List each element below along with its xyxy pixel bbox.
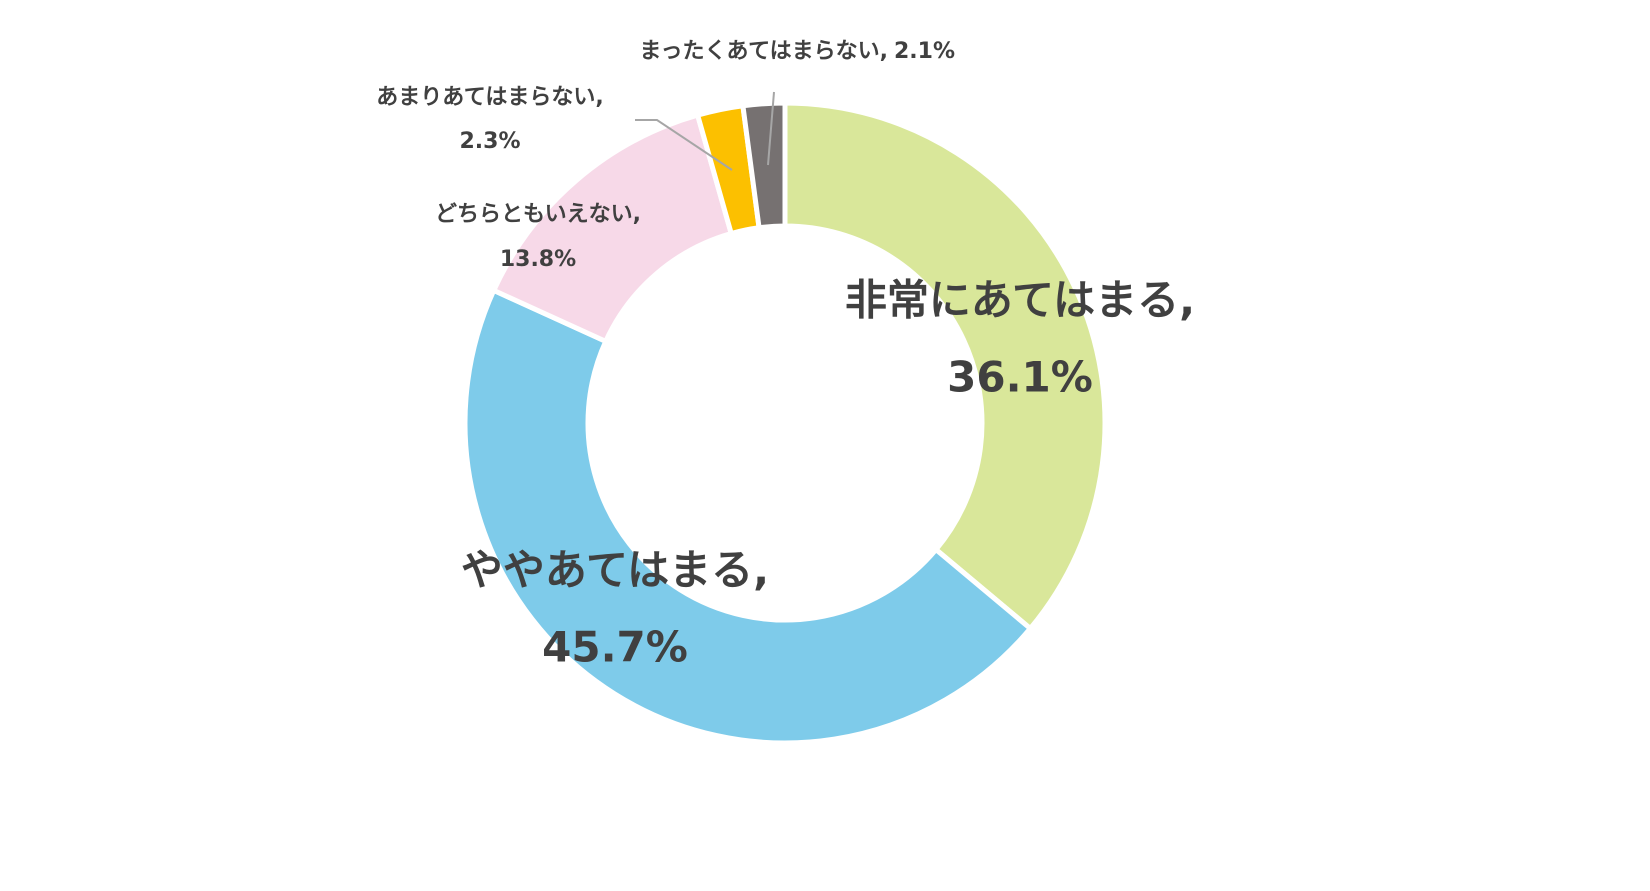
value-label: 13.8% xyxy=(500,247,576,272)
donut-segment xyxy=(782,100,1108,633)
value-label: 2.1% xyxy=(894,39,955,64)
value-label: 45.7% xyxy=(542,623,688,672)
value-label: 36.1% xyxy=(947,353,1093,402)
category-label: 非常にあてはまる, xyxy=(845,276,1195,325)
donut-segment xyxy=(462,287,1034,746)
category-label: ややあてはまる, xyxy=(461,546,769,595)
donut-segment xyxy=(490,112,735,345)
leader-line xyxy=(767,91,775,166)
category-label: どちらともいえない, xyxy=(435,202,641,227)
leader-line xyxy=(635,119,733,171)
donut-segment xyxy=(740,100,788,231)
category-label: あまりあてはまらない, xyxy=(376,85,603,110)
category-label: まったくあてはまらない, xyxy=(639,39,888,64)
value-label: 2.3% xyxy=(459,129,520,154)
